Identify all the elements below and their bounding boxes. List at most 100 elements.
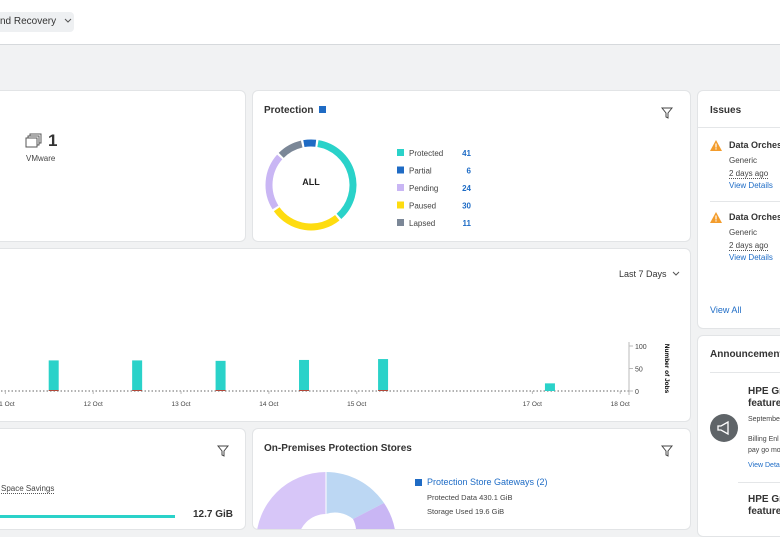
legend-swatch	[397, 219, 404, 226]
legend-label: Paused	[409, 202, 436, 211]
warning-icon	[710, 140, 722, 151]
x-tick-label: 13 Oct	[171, 401, 190, 408]
vm-label: VMware	[26, 154, 56, 163]
x-tick-label: 14 Oct	[259, 401, 278, 408]
line: HPE Gr	[748, 494, 780, 505]
protection-title: Protection	[264, 105, 327, 116]
donut-center-label: ALL	[302, 177, 320, 187]
bar	[378, 390, 389, 391]
legend-swatch	[415, 479, 422, 486]
x-tick-label: 11 Oct	[0, 401, 15, 408]
announcement-title: HPE Gr feature	[748, 386, 780, 410]
megaphone-icon	[710, 414, 738, 442]
issue-title: Data Orchest	[729, 140, 780, 150]
divider	[710, 372, 780, 373]
bar	[132, 390, 143, 391]
x-tick-label: 12 Oct	[84, 401, 103, 408]
announcement-link[interactable]: View Deta	[748, 462, 780, 469]
jobs-card: Last 7 Days 0 50 100 Number of Jobs 11 Oct 12…	[0, 248, 691, 422]
donut-segment	[265, 154, 283, 210]
bar	[299, 390, 310, 391]
issues-title: Issues	[710, 105, 742, 116]
protection-card: Protection ALL Protected 41 Partial 6 Pendin…	[252, 90, 691, 242]
legend-value: 11	[463, 219, 472, 228]
divider	[738, 482, 780, 483]
y2-tick-label: 0	[635, 389, 639, 396]
line: feature	[748, 506, 780, 517]
bar	[299, 359, 310, 391]
range-selector[interactable]: Last 7 Days	[619, 269, 680, 279]
legend-swatch	[397, 166, 404, 174]
legend-label: Pending	[409, 184, 438, 193]
legend-value: 41	[462, 149, 471, 158]
donut-segment	[273, 207, 340, 231]
announcement-body: Billing Enl pay go mo	[748, 434, 780, 456]
savings-label: Space Savings	[1, 484, 55, 494]
y2-tick-label: 100	[635, 344, 647, 351]
range-label: Last 7 Days	[619, 269, 667, 279]
chevron	[64, 18, 72, 23]
issue-type: Generic	[729, 156, 758, 165]
savings-card: Space Savings 12.7 GiB	[0, 428, 246, 530]
issue-time: 2 days ago	[729, 169, 769, 179]
bar	[215, 390, 226, 391]
line: Billing Enl	[748, 436, 779, 443]
chevron	[672, 271, 680, 276]
top-bar	[0, 0, 780, 45]
filter-icon[interactable]	[661, 445, 673, 457]
jobs-chart: 0 50 100 Number of Jobs 11 Oct 12 Oct 13 Oct 14…	[0, 342, 670, 408]
title-text: Protection	[264, 105, 314, 116]
app-switcher[interactable]: nd Recovery	[0, 12, 74, 32]
x-tick-label: 15 Oct	[347, 401, 366, 408]
bar	[48, 390, 59, 391]
protection-chart: ALL Protected 41 Partial 6 Pending 24 Paused 30…	[265, 139, 472, 231]
divider	[698, 127, 780, 128]
legend-value: 6	[467, 167, 472, 176]
bar	[378, 359, 389, 391]
legend-value: 24	[462, 184, 471, 193]
line: pay go mo	[748, 447, 780, 454]
legend-value: 30	[462, 202, 471, 211]
filter-icon[interactable]	[217, 445, 229, 457]
legend-label[interactable]: Protection Store Gateways (2)	[427, 477, 548, 487]
filter-icon[interactable]	[661, 107, 673, 119]
announcement-title: HPE Gr feature	[748, 494, 780, 518]
stores-title: On-Premises Protection Stores	[264, 443, 412, 454]
summary-card: 1 VMware	[0, 90, 246, 242]
protected-data: Protected Data 430.1 GiB	[427, 493, 513, 502]
legend-label: Lapsed	[409, 219, 435, 228]
x-tick-label: 17 Oct	[523, 401, 542, 408]
vm-icon	[25, 133, 42, 148]
line: HPE Gr	[748, 386, 780, 397]
y2-tick-label: 50	[635, 367, 643, 374]
bar	[544, 383, 555, 391]
x-tick-label: 18 Oct	[611, 401, 630, 408]
issue-title: Data Orchest	[729, 212, 780, 222]
issue-link[interactable]: View Details	[729, 181, 773, 190]
info-badge	[319, 106, 327, 113]
legend-swatch	[397, 149, 404, 156]
issues-card: Issues View All Data Orchest Generic 2 day…	[697, 90, 780, 329]
view-all[interactable]: View All	[710, 305, 742, 315]
legend-swatch	[397, 201, 404, 209]
warning-icon	[710, 212, 722, 223]
donut-segment	[303, 139, 317, 148]
legend-swatch	[397, 184, 404, 191]
legend-label: Partial	[409, 167, 432, 176]
bar	[215, 360, 226, 391]
donut-segment	[317, 140, 357, 219]
vm-count: 1	[48, 131, 58, 150]
legend-label: Protected	[409, 149, 443, 158]
issue-link[interactable]: View Details	[729, 253, 773, 262]
bar	[48, 360, 59, 391]
issue-time: 2 days ago	[729, 241, 769, 251]
line: feature	[748, 398, 780, 409]
donut-segment	[278, 140, 303, 158]
pie-segment	[257, 472, 326, 529]
y2-axis-label: Number of Jobs	[663, 344, 670, 394]
storage-used: Storage Used 19.6 GiB	[427, 507, 505, 516]
stores-card: On-Premises Protection Stores Protection…	[252, 428, 691, 530]
savings-bar	[0, 515, 175, 518]
